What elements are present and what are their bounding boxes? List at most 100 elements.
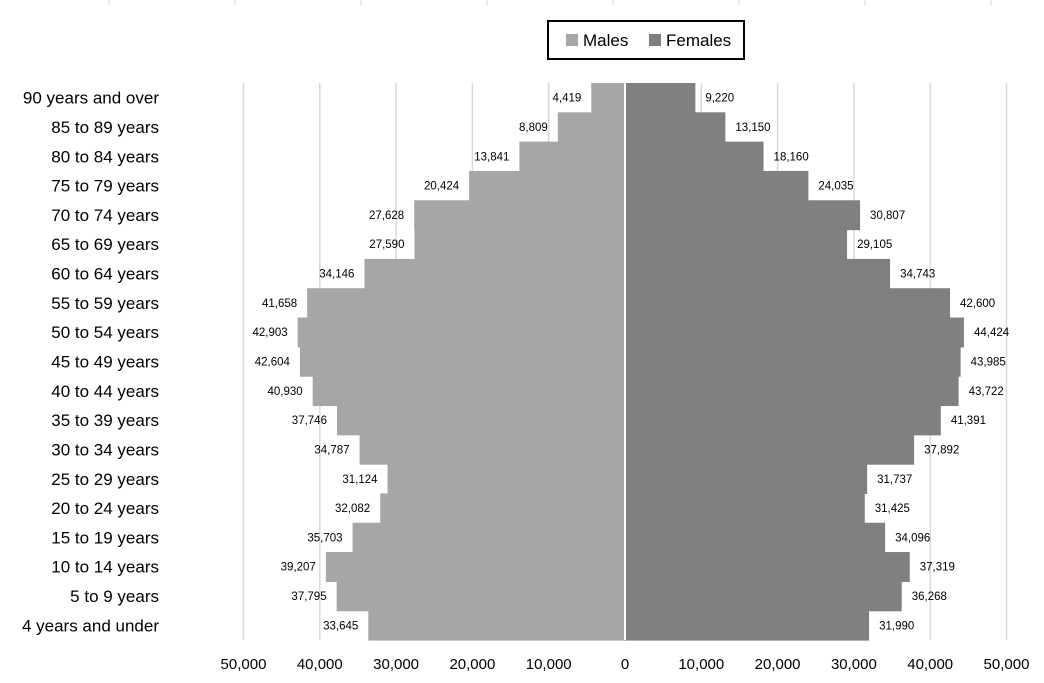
data-label-males: 27,590: [369, 239, 404, 251]
bar-males: [591, 83, 625, 113]
bar-females: [625, 610, 870, 641]
data-label-males: 33,645: [323, 620, 358, 632]
data-label-males: 34,146: [319, 269, 354, 281]
bar-females: [625, 552, 910, 582]
top-tick-marks: [108, 0, 992, 6]
data-label-females: 31,990: [879, 620, 914, 632]
legend-label-males: Males: [583, 31, 628, 50]
data-label-females: 43,722: [969, 386, 1004, 398]
bar-females: [625, 581, 902, 612]
bar-males: [414, 200, 625, 231]
data-label-females: 44,424: [974, 327, 1010, 339]
bar-males: [387, 464, 625, 495]
data-label-males: 40,930: [268, 386, 303, 398]
x-tick-label: 40,000: [297, 656, 343, 673]
data-label-males: 35,703: [307, 532, 342, 544]
bar-males: [336, 405, 625, 436]
legend-label-females: Females: [666, 31, 731, 50]
x-tick-label: 10,000: [526, 656, 572, 673]
x-tick-label: 40,000: [907, 656, 953, 673]
bar-females: [625, 464, 868, 495]
bar-females: [625, 141, 764, 172]
x-tick-label: 20,000: [449, 656, 495, 673]
data-label-males: 37,795: [291, 591, 326, 603]
data-label-males: 4,419: [553, 93, 582, 105]
category-label: 70 to 74 years: [51, 206, 159, 225]
data-label-females: 42,600: [960, 298, 995, 310]
data-label-females: 31,425: [875, 503, 910, 515]
bar-females: [625, 83, 696, 113]
x-tick-label: 20,000: [755, 656, 801, 673]
data-label-males: 37,746: [292, 415, 327, 427]
x-tick-label: 10,000: [678, 656, 724, 673]
category-label: 40 to 44 years: [51, 382, 159, 401]
data-label-females: 41,391: [951, 415, 986, 427]
data-label-males: 41,658: [262, 298, 297, 310]
data-label-females: 13,150: [735, 122, 770, 134]
bar-females: [625, 317, 964, 348]
category-label: 10 to 14 years: [51, 558, 159, 577]
data-label-males: 42,903: [252, 327, 287, 339]
bar-males: [359, 434, 625, 465]
data-label-females: 31,737: [877, 474, 912, 486]
bar-females: [625, 493, 865, 524]
category-label: 65 to 69 years: [51, 235, 159, 254]
bar-females: [625, 200, 861, 231]
bar-males: [352, 522, 625, 553]
data-label-males: 39,207: [281, 562, 316, 574]
data-label-females: 34,743: [900, 269, 935, 281]
category-label: 30 to 34 years: [51, 440, 159, 459]
x-tick-label: 50,000: [221, 656, 267, 673]
category-label: 5 to 9 years: [70, 587, 159, 606]
category-label: 55 to 59 years: [51, 294, 159, 313]
category-label: 60 to 64 years: [51, 265, 159, 284]
data-label-males: 13,841: [474, 151, 509, 163]
category-label: 50 to 54 years: [51, 323, 159, 342]
bar-females: [625, 170, 809, 201]
data-label-males: 34,787: [314, 444, 349, 456]
bar-males: [299, 346, 625, 377]
data-label-females: 43,985: [971, 357, 1006, 369]
category-label: 45 to 49 years: [51, 353, 159, 372]
legend-swatch-females: [649, 34, 661, 46]
x-tick-label: 50,000: [984, 656, 1030, 673]
x-axis-tick-labels: 50,000 40,000 30,000 20,000 10,000 0 10,000 20,…: [221, 656, 1030, 673]
data-label-females: 9,220: [705, 93, 734, 105]
data-label-males: 20,424: [424, 181, 460, 193]
bar-females: [625, 258, 891, 289]
bar-males: [368, 610, 625, 641]
bar-females: [625, 288, 951, 319]
data-label-females: 30,807: [870, 210, 905, 222]
bar-males: [380, 493, 625, 524]
bar-females: [625, 229, 848, 260]
category-label: 35 to 39 years: [51, 411, 159, 430]
bar-males: [312, 376, 625, 407]
data-label-females: 18,160: [774, 151, 809, 163]
data-label-females: 37,892: [924, 444, 959, 456]
data-label-females: 37,319: [920, 562, 955, 574]
category-label: 90 years and over: [23, 89, 159, 108]
bars: [297, 83, 964, 641]
category-label: 85 to 89 years: [51, 118, 159, 137]
data-label-males: 31,124: [342, 474, 378, 486]
bar-males: [307, 288, 625, 319]
data-label-males: 27,628: [369, 210, 404, 222]
legend-swatch-males: [566, 34, 578, 46]
x-tick-label: 30,000: [831, 656, 877, 673]
bar-females: [625, 112, 726, 143]
bar-males: [297, 317, 625, 348]
category-label: 4 years and under: [22, 616, 159, 635]
legend-box: [547, 20, 745, 60]
category-label: 80 to 84 years: [51, 147, 159, 166]
bar-females: [625, 405, 941, 436]
bar-males: [325, 552, 625, 582]
category-labels: 90 years and over 85 to 89 years 80 to 84 …: [22, 89, 159, 636]
bar-females: [625, 376, 959, 407]
data-label-males: 42,604: [255, 357, 291, 369]
bar-males: [469, 170, 625, 201]
x-tick-label: 30,000: [373, 656, 419, 673]
category-label: 25 to 29 years: [51, 470, 159, 489]
category-label: 75 to 79 years: [51, 177, 159, 196]
